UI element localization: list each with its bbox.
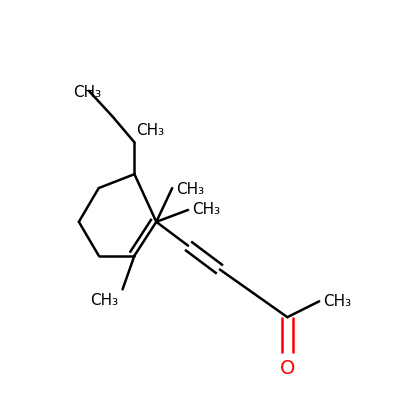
Text: O: O — [280, 359, 295, 378]
Text: CH₃: CH₃ — [73, 85, 101, 100]
Text: CH₃: CH₃ — [192, 202, 220, 218]
Text: CH₃: CH₃ — [176, 182, 204, 197]
Text: CH₃: CH₃ — [323, 294, 351, 309]
Text: CH₃: CH₃ — [136, 124, 164, 138]
Text: CH₃: CH₃ — [90, 293, 118, 308]
